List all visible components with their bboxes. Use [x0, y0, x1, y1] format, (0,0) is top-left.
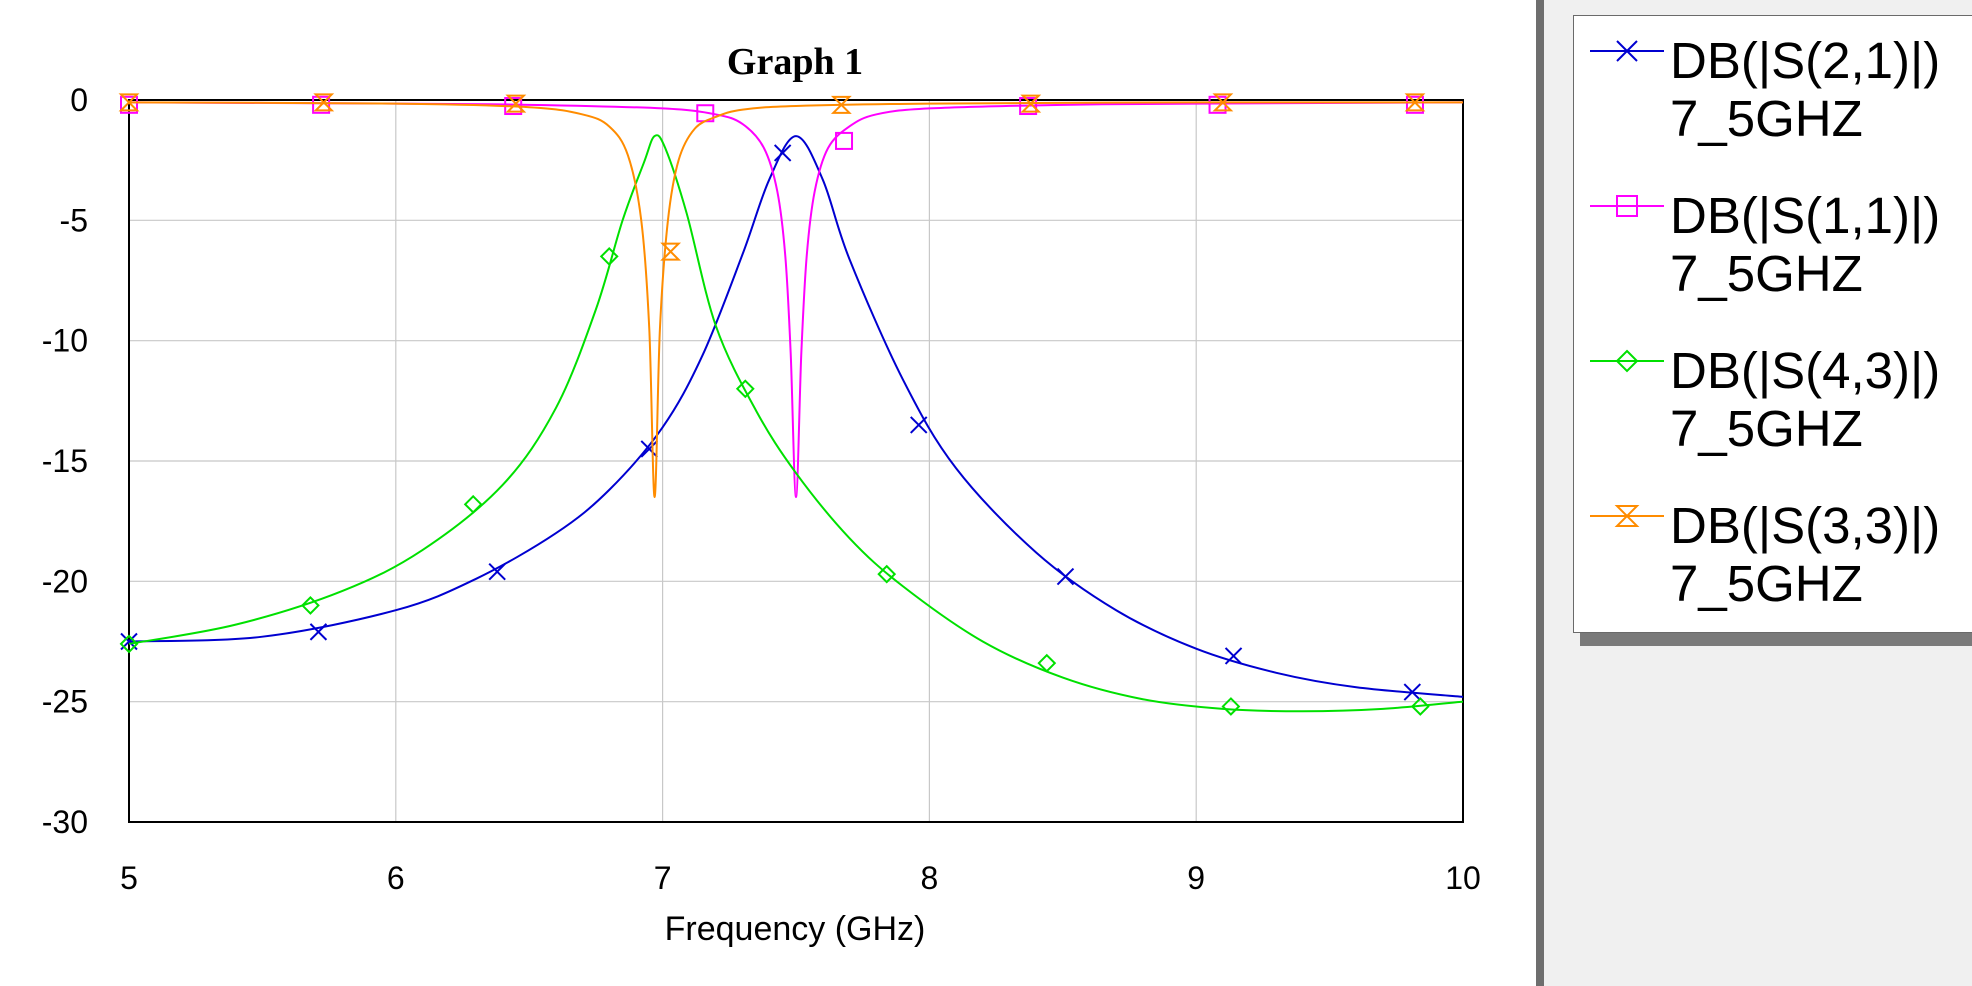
legend-sample-hourglass-marker-icon	[1588, 491, 1666, 541]
legend-sample-x-marker-icon	[1588, 26, 1666, 76]
x-tick-label: 8	[921, 860, 939, 896]
series-line	[129, 102, 1463, 497]
x-marker	[641, 441, 657, 457]
diamond-marker	[465, 496, 481, 512]
x-marker	[1057, 569, 1073, 585]
chart-title: Graph 1	[727, 41, 863, 83]
legend-entry-s43[interactable]: DB(|S(4,3)|) 7_5GHZ	[1574, 326, 1972, 476]
legend-label: DB(|S(3,3)|)	[1670, 497, 1940, 555]
x-marker	[775, 145, 791, 161]
legend-sublabel: 7_5GHZ	[1670, 90, 1940, 148]
x-axis-label: Frequency (GHz)	[665, 910, 926, 948]
series-3	[121, 94, 1463, 497]
legend-label: DB(|S(1,1)|)	[1670, 187, 1940, 245]
series-1	[121, 97, 1463, 497]
x-tick-label: 6	[387, 860, 405, 896]
chart-plot: Graph 1 5 6 7 8 9 10 0 -5 -10 -15 -20 -25 -30 Freque…	[0, 0, 1536, 986]
axis-ticks: 5 6 7 8 9 10 0 -5 -10 -15 -20 -25 -30	[42, 82, 1481, 896]
legend-sublabel: 7_5GHZ	[1670, 555, 1940, 613]
legend-label: DB(|S(2,1)|)	[1670, 32, 1940, 90]
panel-divider[interactable]	[1536, 0, 1544, 986]
series-group	[121, 94, 1463, 714]
diamond-marker	[1223, 698, 1239, 714]
legend[interactable]: DB(|S(2,1)|) 7_5GHZ DB(|S(1,1)|) 7_5GHZ …	[1573, 15, 1972, 633]
legend-entry-s11[interactable]: DB(|S(1,1)|) 7_5GHZ	[1574, 171, 1972, 321]
y-tick-label: -15	[42, 443, 88, 479]
legend-entry-s33[interactable]: DB(|S(3,3)|) 7_5GHZ	[1574, 481, 1972, 631]
legend-sublabel: 7_5GHZ	[1670, 245, 1940, 303]
series-line	[129, 135, 1463, 711]
x-marker	[310, 624, 326, 640]
x-tick-label: 9	[1187, 860, 1205, 896]
grid	[129, 100, 1463, 822]
series-line	[129, 102, 1463, 497]
x-tick-label: 5	[120, 860, 138, 896]
diamond-marker	[601, 248, 617, 264]
x-tick-label: 7	[654, 860, 672, 896]
legend-sample-square-marker-icon	[1588, 181, 1666, 231]
y-tick-label: -30	[42, 804, 88, 840]
legend-sublabel: 7_5GHZ	[1670, 400, 1940, 458]
y-tick-label: -5	[60, 202, 88, 238]
y-tick-label: -10	[42, 323, 88, 359]
y-tick-label: -20	[42, 563, 88, 599]
x-tick-label: 10	[1445, 860, 1481, 896]
y-tick-label: 0	[70, 82, 88, 118]
legend-entry-s21[interactable]: DB(|S(2,1)|) 7_5GHZ	[1574, 16, 1972, 166]
legend-sample-diamond-marker-icon	[1588, 336, 1666, 386]
y-tick-label: -25	[42, 684, 88, 720]
legend-label: DB(|S(4,3)|)	[1670, 342, 1940, 400]
x-marker	[911, 417, 927, 433]
